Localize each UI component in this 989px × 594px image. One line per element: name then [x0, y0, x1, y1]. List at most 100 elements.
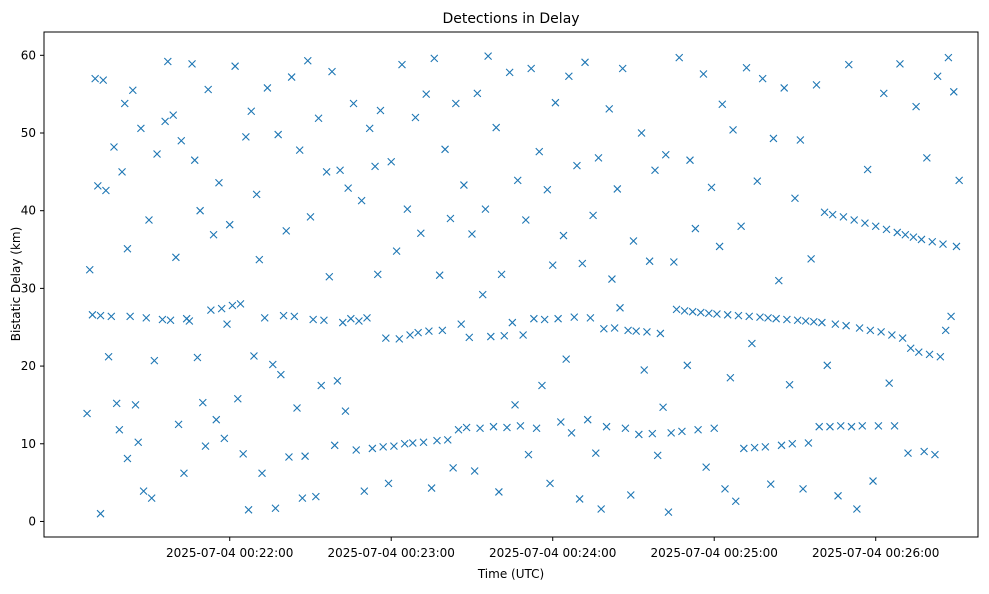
data-point [376, 106, 385, 115]
data-point [387, 157, 396, 166]
data-point [828, 210, 837, 219]
data-point [325, 272, 334, 281]
data-point [696, 308, 705, 317]
data-point [852, 505, 861, 513]
data-point [906, 344, 915, 353]
data-point [855, 324, 864, 332]
data-point [664, 508, 673, 517]
data-point [516, 422, 525, 430]
data-point [166, 316, 175, 325]
data-point [702, 463, 711, 471]
y-tick-label: 30 [21, 281, 36, 295]
data-point [206, 306, 215, 315]
data-point [874, 422, 883, 430]
data-point [726, 373, 735, 382]
data-point [653, 451, 662, 460]
data-point [680, 307, 689, 315]
data-point [602, 422, 611, 431]
x-axis-label: Time (UTC) [477, 567, 544, 581]
data-point [177, 136, 186, 145]
data-point [134, 438, 143, 447]
data-point [102, 186, 110, 195]
data-point [258, 469, 266, 478]
data-point [511, 401, 519, 409]
data-point [137, 124, 145, 133]
data-point [707, 183, 716, 192]
data-point [632, 327, 641, 336]
data-point [812, 80, 821, 89]
data-point [597, 505, 606, 513]
data-point [336, 166, 344, 175]
data-point [931, 450, 939, 459]
data-point [449, 463, 458, 472]
data-point [661, 150, 670, 159]
data-point [123, 454, 132, 463]
data-point [158, 315, 167, 324]
data-point [559, 231, 568, 240]
data-point [494, 488, 503, 496]
data-point [546, 479, 554, 488]
data-point [672, 305, 681, 314]
data-point [492, 123, 501, 132]
data-point [949, 87, 958, 96]
data-point [244, 505, 253, 514]
data-point [110, 143, 118, 151]
data-point [519, 331, 528, 339]
data-point [419, 438, 428, 447]
data-point [863, 165, 872, 174]
data-point [804, 439, 813, 447]
data-point [276, 370, 285, 379]
data-point [928, 237, 937, 246]
data-point [422, 90, 431, 99]
data-point [196, 206, 205, 215]
y-tick-label: 0 [28, 514, 36, 528]
x-tick-label: 2025-07-04 00:23:00 [327, 546, 454, 560]
data-point [861, 219, 869, 228]
data-point [379, 442, 388, 451]
data-point [599, 324, 608, 333]
data-point [772, 314, 781, 323]
data-point [936, 352, 945, 361]
data-point [704, 309, 713, 318]
data-point [731, 497, 740, 506]
data-point [349, 99, 358, 108]
data-point [656, 329, 665, 338]
data-point [667, 429, 676, 437]
data-point [551, 98, 560, 107]
data-point [890, 422, 899, 430]
data-point [239, 449, 248, 458]
data-point [917, 235, 926, 244]
data-point [142, 314, 151, 322]
data-point [392, 247, 401, 255]
data-point [460, 181, 468, 189]
data-point [739, 444, 748, 453]
data-point [96, 311, 105, 320]
data-point [780, 84, 789, 92]
data-point [303, 56, 312, 65]
data-point [887, 331, 896, 339]
data-point [333, 376, 342, 385]
data-point [454, 425, 463, 434]
data-point [761, 442, 770, 451]
data-point [756, 313, 764, 322]
data-point [912, 102, 920, 111]
data-point [250, 352, 258, 360]
data-point [190, 156, 199, 165]
data-point [831, 320, 840, 329]
data-point [920, 447, 929, 456]
data-point [952, 242, 961, 251]
y-tick-label: 20 [21, 359, 36, 373]
data-point [564, 72, 573, 81]
data-point [742, 63, 751, 72]
data-point [293, 404, 301, 412]
data-point [414, 328, 423, 337]
data-point [826, 422, 834, 431]
data-point [462, 423, 471, 432]
data-point [621, 424, 630, 433]
data-point [212, 415, 221, 424]
data-point [922, 153, 931, 162]
data-point [341, 407, 350, 416]
data-point [282, 227, 291, 235]
